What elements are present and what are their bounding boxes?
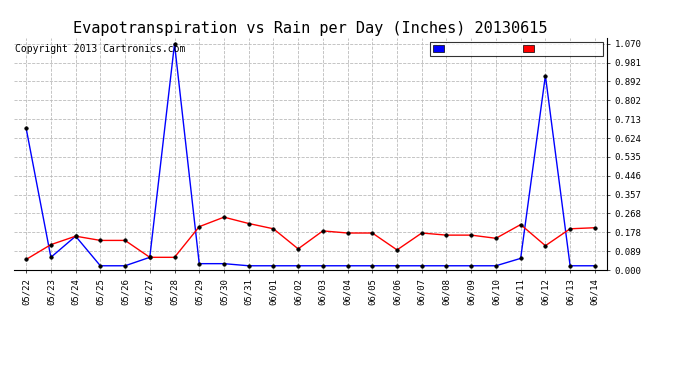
Legend: Rain  (Inches), ET  (Inches): Rain (Inches), ET (Inches) [431,42,602,56]
Title: Evapotranspiration vs Rain per Day (Inches) 20130615: Evapotranspiration vs Rain per Day (Inch… [73,21,548,36]
Text: Copyright 2013 Cartronics.com: Copyright 2013 Cartronics.com [15,45,186,54]
